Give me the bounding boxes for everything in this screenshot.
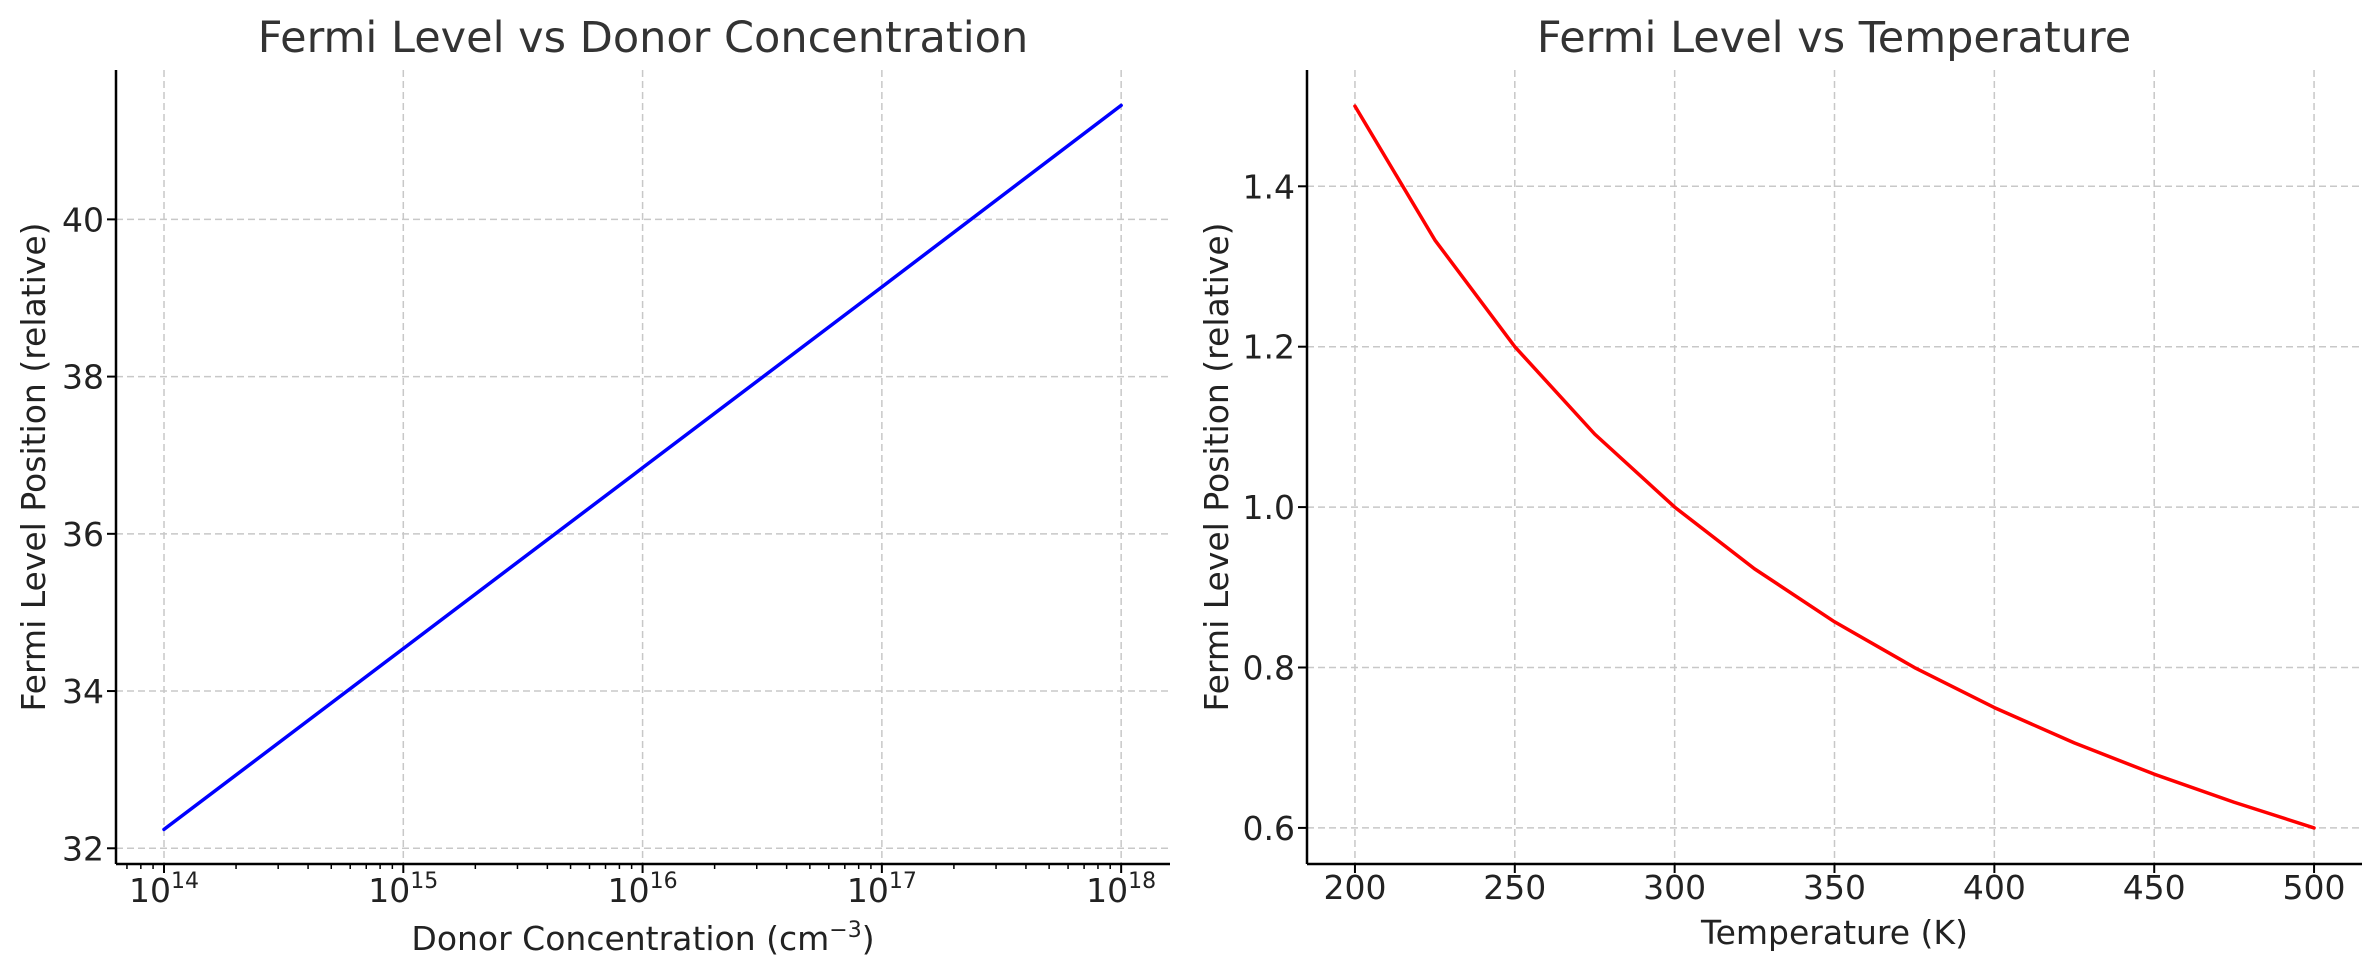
x-tick-label: 1015 xyxy=(368,869,438,910)
y-tick-label: 38 xyxy=(62,358,104,397)
x-tick-label: 400 xyxy=(1963,868,2026,907)
y-tick-label: 1.0 xyxy=(1243,488,1295,527)
chart-title: Fermi Level vs Temperature xyxy=(1537,13,2131,63)
x-tick-label: 200 xyxy=(1323,868,1386,907)
chart-panel-temperature: 0.6 0.8 1.0 1.2 1.4 200 250 300 350 400 450 500 Ferm… xyxy=(1197,13,2362,952)
x-tick-label: 300 xyxy=(1643,868,1706,907)
chart-title: Fermi Level vs Donor Concentration xyxy=(258,13,1028,63)
x-axis-label: Donor Concentration (cm−3) xyxy=(411,918,874,958)
y-axis-label: Fermi Level Position (relative) xyxy=(1197,222,1236,711)
series-line xyxy=(1353,104,2316,830)
series-line xyxy=(162,103,1123,832)
y-tick-label: 1.4 xyxy=(1243,167,1295,206)
y-tick-label: 36 xyxy=(62,515,104,554)
x-tick-label: 450 xyxy=(2123,868,2186,907)
chart-panel-donor-concentration: 32 34 36 38 40 1014 1015 1016 1017 1018 Fermi Leve… xyxy=(14,13,1170,958)
x-tick-label: 500 xyxy=(2283,868,2346,907)
x-tick-label: 350 xyxy=(1803,868,1866,907)
y-tick-label: 32 xyxy=(62,829,104,868)
y-axis-label: Fermi Level Position (relative) xyxy=(14,222,53,711)
y-tick-label: 0.8 xyxy=(1243,649,1295,688)
x-tick-label: 1014 xyxy=(129,869,199,910)
x-axis-label: Temperature (K) xyxy=(1700,913,1968,952)
y-tick-label: 34 xyxy=(62,672,104,711)
x-tick-label: 1018 xyxy=(1086,869,1156,910)
y-tick-label: 40 xyxy=(62,200,104,239)
x-tick-label: 1017 xyxy=(847,869,917,910)
x-tick-label: 250 xyxy=(1483,868,1546,907)
y-tick-label: 0.6 xyxy=(1243,809,1295,848)
y-tick-label: 1.2 xyxy=(1243,328,1295,367)
x-tick-label: 1016 xyxy=(608,869,678,910)
